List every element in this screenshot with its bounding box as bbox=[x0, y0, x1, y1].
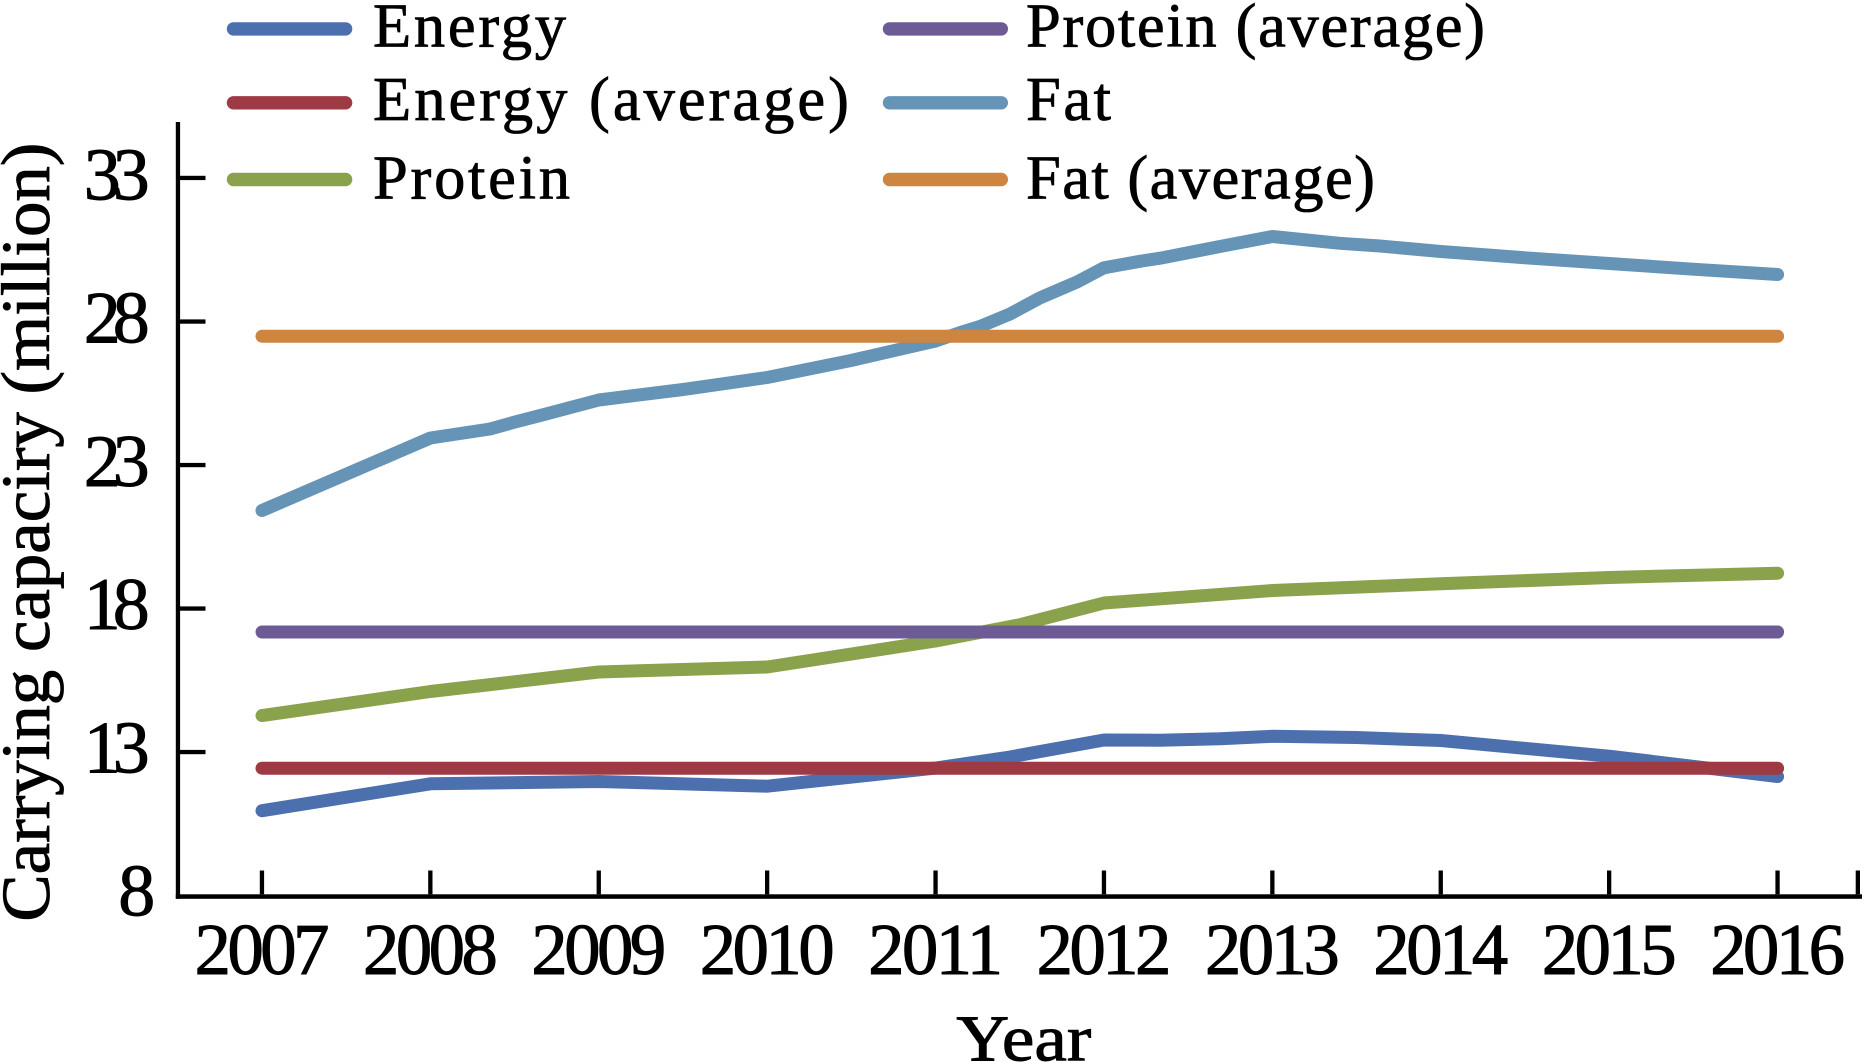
svg-text:Fat (average): Fat (average) bbox=[1026, 142, 1375, 212]
svg-text:23: 23 bbox=[84, 421, 150, 503]
svg-text:8: 8 bbox=[118, 851, 155, 933]
svg-text:2015: 2015 bbox=[1542, 909, 1677, 990]
svg-text:18: 18 bbox=[84, 564, 150, 646]
svg-text:2007: 2007 bbox=[195, 909, 330, 990]
svg-text:2014: 2014 bbox=[1373, 909, 1508, 990]
svg-text:33: 33 bbox=[84, 135, 150, 217]
svg-text:13: 13 bbox=[84, 707, 150, 789]
svg-text:Energy: Energy bbox=[373, 0, 566, 60]
svg-text:Carrying capaciry (million): Carrying capaciry (million) bbox=[0, 143, 64, 922]
svg-text:2011: 2011 bbox=[868, 909, 1003, 990]
svg-text:2013: 2013 bbox=[1205, 909, 1340, 990]
svg-text:Year: Year bbox=[956, 1003, 1091, 1062]
svg-text:Protein (average): Protein (average) bbox=[1026, 0, 1485, 60]
svg-text:2016: 2016 bbox=[1710, 909, 1845, 990]
svg-text:2012: 2012 bbox=[1037, 909, 1172, 990]
svg-text:28: 28 bbox=[84, 278, 150, 360]
svg-text:2008: 2008 bbox=[363, 909, 498, 990]
svg-text:2009: 2009 bbox=[531, 909, 666, 990]
svg-text:2010: 2010 bbox=[700, 909, 835, 990]
svg-text:Protein: Protein bbox=[373, 142, 570, 212]
svg-text:Fat: Fat bbox=[1026, 64, 1111, 134]
